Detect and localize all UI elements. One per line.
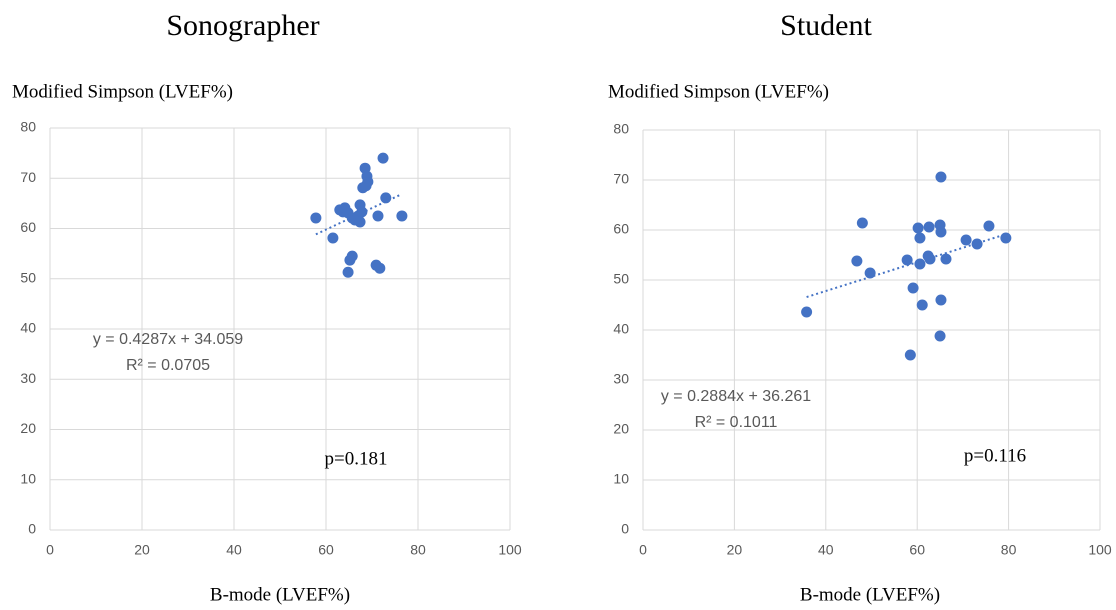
scatter-point [904,349,916,361]
scatter-point [960,234,972,246]
y-tick-label: 60 [20,219,36,235]
x-tick-label: 40 [818,542,834,558]
y-tick-label: 30 [20,370,36,386]
scatter-point [396,210,408,222]
scatter-point [374,262,386,274]
scatter-point [851,255,863,267]
scatter-point [971,238,983,250]
y-axis-label: Modified Simpson (LVEF%) [12,81,233,102]
scatter-point [1000,232,1012,244]
chart-title: Sonographer [166,9,319,42]
x-tick-label: 80 [410,542,426,558]
y-tick-label: 70 [613,171,629,187]
scatter-point [801,306,813,318]
scatter-point [327,232,339,244]
y-tick-label: 10 [613,471,629,487]
x-tick-label: 20 [727,542,743,558]
y-tick-label: 10 [20,470,36,486]
scatter-point [864,267,876,279]
x-tick-label: 100 [498,542,522,558]
scatter-point [310,212,322,224]
scatter-point [912,222,924,234]
scatter-point [907,282,919,294]
x-tick-label: 80 [1001,542,1017,558]
x-tick-label: 60 [318,542,334,558]
y-tick-label: 40 [20,320,36,336]
y-tick-label: 20 [613,421,629,437]
scatter-point [380,192,392,204]
scatter-point [360,180,372,192]
scatter-point [856,217,868,229]
scatter-point [935,226,947,238]
y-tick-label: 30 [613,371,629,387]
x-tick-label: 40 [226,542,242,558]
y-tick-label: 40 [613,321,629,337]
scatter-point [940,253,952,265]
scatter-point [342,266,354,278]
y-tick-label: 80 [20,119,36,135]
r-squared: R² = 0.0705 [126,357,210,374]
r-squared: R² = 0.1011 [695,414,778,431]
y-axis-label: Modified Simpson (LVEF%) [608,81,829,102]
scatter-point [344,254,356,266]
scatter-point [377,152,389,164]
y-tick-label: 80 [613,121,629,137]
y-tick-label: 60 [613,221,629,237]
y-tick-label: 0 [28,521,36,537]
trendline [315,193,403,236]
scatter-point [901,254,913,266]
scatter-point [983,220,995,232]
p-value: p=0.116 [964,445,1026,466]
scatter-point [914,258,926,270]
scatter-point [935,171,947,183]
scatter-point [916,299,928,311]
y-tick-label: 70 [20,169,36,185]
y-tick-label: 0 [621,521,629,537]
scatter-point [923,221,935,233]
x-tick-label: 100 [1088,542,1112,558]
trend-equation: y = 0.4287x + 34.059 [93,331,243,348]
scatter-point [924,253,936,265]
y-tick-label: 20 [20,420,36,436]
scatter-point [372,210,384,222]
trend-equation: y = 0.2884x + 36.261 [661,388,811,405]
chart-title: Student [780,9,872,42]
x-tick-label: 0 [639,542,647,558]
x-tick-label: 20 [134,542,150,558]
x-tick-label: 0 [46,542,54,558]
scatter-point [935,294,947,306]
x-tick-label: 60 [909,542,925,558]
scatter-point [914,232,926,244]
x-axis-label: B-mode (LVEF%) [210,584,350,605]
y-tick-label: 50 [20,269,36,285]
y-tick-label: 50 [613,271,629,287]
scatter-point [934,330,946,342]
scatter-point [354,216,366,228]
scatter-point [356,206,368,218]
p-value: p=0.181 [325,448,388,469]
x-axis-label: B-mode (LVEF%) [800,584,940,605]
